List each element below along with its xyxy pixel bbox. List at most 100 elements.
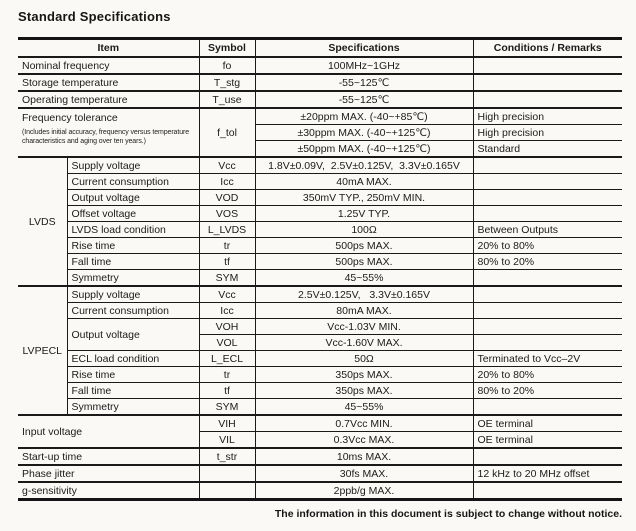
spec-cell: 0.3Vcc MAX. — [254, 431, 474, 449]
row-lvds-supply-voltage: LVDS Supply voltage Vcc 1.8V±0.09V, 2.5V… — [18, 156, 622, 287]
spec-cell: 100Ω — [254, 221, 474, 238]
symbol-cell: SYM — [198, 269, 256, 287]
cond-cell: Between Outputs — [472, 221, 622, 238]
row-lvds-current-consumption: Current consumption Icc 40mA MAX. — [18, 173, 622, 190]
item-cell: Fall time — [67, 382, 200, 399]
column-header-symbol: Symbol — [198, 38, 256, 58]
cond-cell — [472, 90, 622, 109]
spec-cell: 50Ω — [254, 350, 474, 367]
symbol-cell: L_ECL — [198, 350, 256, 367]
row-frequency-tolerance-1: Frequency tolerance (Includes initial ac… — [18, 107, 622, 158]
item-cell: Nominal frequency — [18, 56, 200, 75]
item-cell: Supply voltage — [66, 285, 200, 303]
symbol-cell: Icc — [198, 302, 256, 319]
spec-cell: 45~55% — [254, 398, 474, 416]
spec-cell: 100MHz~1GHz — [254, 56, 474, 75]
symbol-cell: VOS — [198, 205, 256, 222]
column-header-item: Item — [18, 38, 200, 58]
row-lvds-load-condition: LVDS load condition L_LVDS 100Ω Between … — [18, 221, 622, 238]
item-cell: Output voltage — [67, 318, 200, 351]
symbol-cell: tf — [198, 382, 256, 399]
row-frequency-tolerance-2: ±30ppm MAX. (-40~+125℃) High precision — [18, 124, 622, 141]
symbol-cell: tf — [198, 253, 256, 270]
item-cell: Output voltage — [67, 189, 200, 206]
item-cell: ECL load condition — [67, 350, 200, 367]
row-lvds-symmetry: Symmetry SYM 45~55% — [18, 269, 622, 287]
spec-cell: 40mA MAX. — [254, 173, 474, 190]
spec-cell: ±30ppm MAX. (-40~+125℃) — [255, 124, 474, 141]
spec-cell: 350ps MAX. — [254, 366, 474, 383]
cond-cell: Standard — [472, 140, 622, 158]
item-cell: g-sensitivity — [18, 481, 200, 500]
row-lvpecl-supply-voltage: LVPECL Supply voltage Vcc 2.5V±0.125V, 3… — [18, 285, 622, 416]
change-notice-text: The information in this document is subj… — [274, 508, 622, 520]
item-label: Frequency tolerance — [22, 112, 118, 124]
cond-cell — [472, 173, 622, 190]
item-cell: Operating temperature — [18, 90, 200, 109]
cond-cell — [472, 285, 622, 303]
column-header-conditions: Conditions / Remarks — [472, 38, 622, 58]
item-cell: Symmetry — [67, 269, 200, 287]
row-input-voltage-vih: Input voltage VIH 0.7Vcc MIN. OE termina… — [18, 414, 622, 449]
row-lvds-offset-voltage: Offset voltage VOS 1.25V TYP. — [18, 205, 622, 222]
row-lvpecl-fall-time: Fall time tf 350ps MAX. 80% to 20% — [18, 382, 622, 399]
cond-cell: 80% to 20% — [472, 382, 622, 399]
item-note: (Includes initial accuracy, frequency ve… — [22, 129, 190, 145]
spec-cell: 500ps MAX. — [254, 253, 474, 270]
row-input-voltage-vil: VIL 0.3Vcc MAX. OE terminal — [18, 431, 622, 449]
cond-cell: 20% to 80% — [472, 237, 622, 254]
row-nominal-frequency: Nominal frequency fo 100MHz~1GHz — [18, 56, 622, 75]
spec-cell: 1.8V±0.09V, 2.5V±0.125V, 3.3V±0.165V — [254, 156, 474, 174]
cond-cell — [472, 205, 622, 222]
symbol-cell — [198, 481, 256, 500]
cond-cell — [472, 447, 622, 466]
spec-cell: -55~125℃ — [254, 73, 474, 92]
item-cell: Frequency tolerance (Includes initial ac… — [18, 107, 200, 158]
cond-cell: High precision — [472, 124, 622, 141]
spec-cell: 30fs MAX. — [254, 464, 474, 483]
cond-cell: 12 kHz to 20 MHz offset — [472, 464, 622, 483]
symbol-cell: Vcc — [198, 285, 256, 303]
item-cell: Start-up time — [18, 447, 200, 466]
cond-cell — [472, 269, 622, 287]
cond-cell: OE terminal — [472, 431, 622, 449]
symbol-cell: fo — [198, 56, 256, 75]
spec-cell: ±20ppm MAX. (-40~+85℃) — [254, 107, 474, 125]
cond-cell — [472, 481, 622, 500]
symbol-cell: VOH — [198, 318, 256, 335]
row-lvpecl-current-consumption: Current consumption Icc 80mA MAX. — [18, 302, 622, 319]
item-cell: Current consumption — [67, 173, 200, 190]
item-cell: Rise time — [67, 237, 200, 254]
cond-cell: High precision — [472, 107, 622, 125]
table-header-row: Item Symbol Specifications Conditions / … — [18, 38, 622, 58]
row-lvds-rise-time: Rise time tr 500ps MAX. 20% to 80% — [18, 237, 622, 254]
row-phase-jitter: Phase jitter 30fs MAX. 12 kHz to 20 MHz … — [18, 464, 622, 483]
symbol-cell: Vcc — [198, 156, 256, 174]
symbol-cell: T_stg — [198, 73, 256, 92]
page-title: Standard Specifications — [18, 9, 171, 24]
row-lvpecl-output-voltage-vol: VOL Vcc-1.60V MAX. — [18, 334, 622, 351]
cond-cell — [472, 302, 622, 319]
spec-cell: -55~125℃ — [254, 90, 474, 109]
cond-cell — [472, 156, 622, 174]
spec-cell: 45~55% — [254, 269, 474, 287]
cond-cell — [472, 56, 622, 75]
spec-cell: 2.5V±0.125V, 3.3V±0.165V — [254, 285, 474, 303]
symbol-cell: Icc — [198, 173, 256, 190]
item-cell: Symmetry — [67, 398, 200, 416]
symbol-cell: f_tol — [198, 107, 256, 158]
cond-cell — [472, 73, 622, 92]
symbol-cell: tr — [198, 237, 256, 254]
item-cell: LVDS load condition — [67, 221, 200, 238]
symbol-cell: VIH — [198, 414, 256, 432]
cond-cell — [472, 334, 622, 351]
cond-cell: 20% to 80% — [472, 366, 622, 383]
spec-cell: 350mV TYP., 250mV MIN. — [254, 189, 474, 206]
spec-cell: 2ppb/g MAX. — [254, 481, 474, 500]
spec-cell: 350ps MAX. — [254, 382, 474, 399]
cond-cell: 80% to 20% — [472, 253, 622, 270]
symbol-cell: VOL — [199, 334, 256, 351]
cond-cell: OE terminal — [472, 414, 622, 432]
item-cell: Fall time — [67, 253, 200, 270]
spec-cell: 1.25V TYP. — [254, 205, 474, 222]
